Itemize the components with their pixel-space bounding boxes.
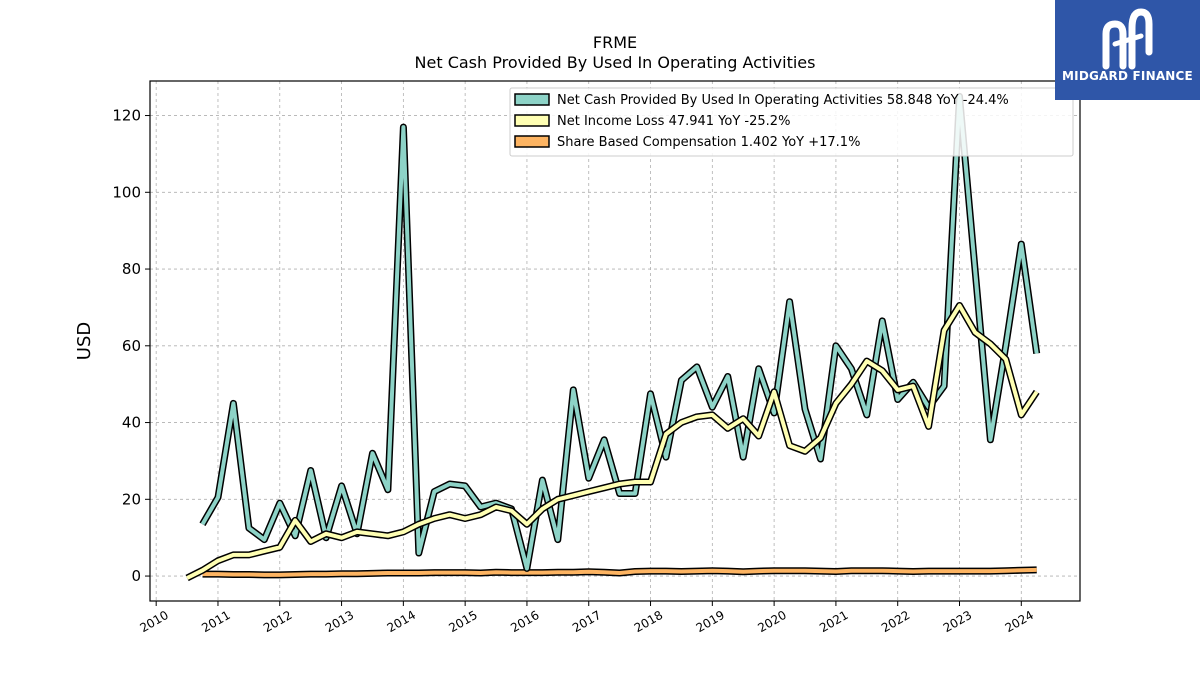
x-tick-label: 2021 xyxy=(817,608,850,635)
y-axis: 0 20 40 60 80 100 120 xyxy=(112,107,150,585)
y-tick-label: 100 xyxy=(112,183,141,201)
x-tick-label: 2017 xyxy=(570,608,603,635)
legend-entry-1: Net Income Loss 47.941 YoY -25.2% xyxy=(557,114,790,129)
x-tick-label: 2020 xyxy=(755,608,788,635)
chart-subtitle: Net Cash Provided By Used In Operating A… xyxy=(415,53,816,72)
y-tick-label: 20 xyxy=(122,490,141,508)
x-tick-label: 2012 xyxy=(261,608,294,635)
x-tick-label: 2019 xyxy=(694,608,727,635)
midgard-m-icon xyxy=(1102,8,1153,70)
legend-entry-2: Share Based Compensation 1.402 YoY +17.1… xyxy=(557,135,860,150)
x-tick-label: 2018 xyxy=(632,608,665,635)
y-tick-label: 40 xyxy=(122,414,141,432)
series-outline-1 xyxy=(185,302,1040,582)
y-tick-label: 80 xyxy=(122,260,141,278)
x-tick-label: 2023 xyxy=(941,608,974,635)
legend-swatch-2 xyxy=(514,135,550,148)
x-tick-label: 2015 xyxy=(446,608,479,635)
series-layer xyxy=(185,92,1041,582)
x-tick-label: 2011 xyxy=(199,608,232,635)
series-outline-0 xyxy=(199,92,1041,572)
x-tick-label: 2016 xyxy=(508,608,541,635)
x-tick-label: 2013 xyxy=(323,608,356,635)
legend: Net Cash Provided By Used In Operating A… xyxy=(509,87,1074,157)
y-tick-label: 60 xyxy=(122,337,141,355)
series-line-0 xyxy=(200,94,1039,571)
chart-title: FRME xyxy=(593,33,637,52)
series-line-1 xyxy=(186,303,1039,580)
y-tick-label: 0 xyxy=(131,567,141,585)
x-tick-label: 2010 xyxy=(137,608,170,635)
legend-swatch-1 xyxy=(514,114,550,127)
legend-swatch-0 xyxy=(514,93,550,106)
y-axis-label: USD xyxy=(74,322,95,360)
y-tick-label: 120 xyxy=(112,107,141,125)
x-tick-label: 2024 xyxy=(1003,608,1036,635)
series-line-2 xyxy=(202,567,1037,577)
plot-frame xyxy=(149,80,1081,602)
x-tick-label: 2014 xyxy=(385,608,418,635)
legend-box xyxy=(509,87,1074,157)
brand-name: MIDGARD FINANCE xyxy=(1062,69,1193,83)
x-axis: 2010 2011 2012 2013 2014 2015 2016 2017 2018 2019… xyxy=(137,601,1036,635)
x-tick-label: 2022 xyxy=(879,608,912,635)
brand-logo: MIDGARD FINANCE xyxy=(1055,0,1200,100)
legend-entry-0: Net Cash Provided By Used In Operating A… xyxy=(557,93,1009,108)
